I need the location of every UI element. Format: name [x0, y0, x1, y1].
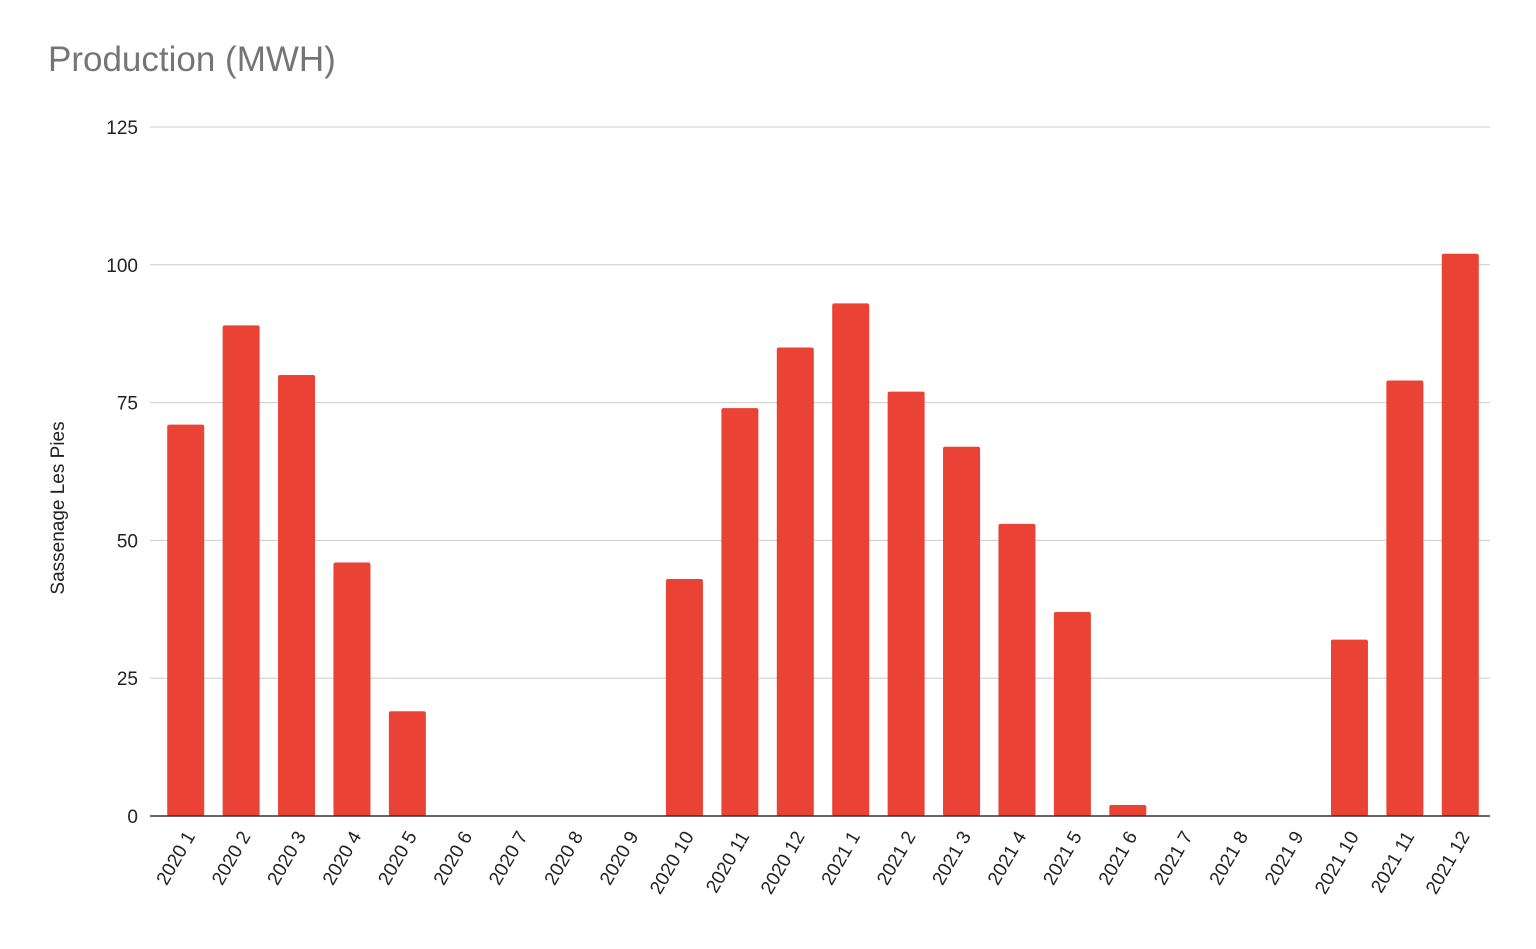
x-tick-label: 2020 6: [430, 828, 477, 889]
x-tick-label: 2020 3: [264, 828, 311, 889]
y-tick-label: 0: [127, 807, 138, 828]
x-tick-label: 2021 12: [1422, 828, 1475, 898]
x-tick-label: 2020 9: [596, 828, 643, 889]
x-tick-label: 2021 4: [984, 828, 1031, 889]
y-tick-label: 50: [117, 531, 138, 552]
bar: [887, 391, 925, 816]
x-tick-label: 2021 5: [1039, 828, 1086, 889]
x-tick-label: 2020 11: [702, 828, 754, 897]
x-tick-label: 2020 10: [646, 828, 699, 898]
x-tick-label: 2020 8: [541, 828, 588, 889]
bar: [998, 523, 1036, 816]
x-tick-label: 2021 10: [1311, 828, 1364, 898]
x-tick-label: 2021 6: [1095, 828, 1142, 889]
bar: [665, 578, 703, 816]
bar: [721, 408, 759, 816]
bar: [167, 424, 205, 816]
bar: [776, 347, 814, 816]
gridlines: [150, 126, 1490, 679]
x-tick-label: 2021 7: [1150, 828, 1197, 889]
x-tick-label: 2021 2: [873, 828, 920, 889]
y-axis-label: Sassenage Les Pies: [48, 421, 69, 594]
x-axis-ticks: 2020 1 2020 2 2020 3 2020 4 2020 5 2020 6 2020…: [153, 828, 1475, 898]
x-tick-label: 2020 7: [485, 828, 532, 889]
x-tick-label: 2020 4: [319, 828, 366, 889]
x-tick-label: 2021 9: [1261, 828, 1308, 889]
y-axis-ticks: 0 25 50 75 100 125: [106, 118, 138, 828]
x-tick-label: 2020 1: [153, 828, 200, 889]
bar: [388, 711, 426, 816]
bar: [1441, 253, 1479, 816]
bar: [943, 446, 981, 816]
y-tick-label: 100: [106, 256, 138, 277]
bar: [278, 375, 316, 816]
x-tick-label: 2020 12: [757, 828, 810, 898]
bar: [222, 325, 260, 816]
bar: [333, 562, 371, 816]
x-tick-label: 2021 11: [1367, 828, 1419, 897]
y-tick-label: 125: [106, 118, 138, 139]
bars: [167, 253, 1479, 816]
y-tick-label: 25: [117, 669, 138, 690]
bar: [1109, 804, 1147, 816]
x-tick-label: 2020 2: [208, 828, 255, 889]
bar: [1330, 639, 1368, 816]
x-tick-label: 2021 8: [1206, 828, 1253, 889]
x-tick-label: 2021 1: [818, 828, 865, 889]
y-tick-label: 75: [117, 394, 138, 415]
bar: [1386, 380, 1424, 816]
x-tick-label: 2021 3: [929, 828, 976, 889]
x-tick-label: 2020 5: [374, 828, 421, 889]
bar: [832, 303, 870, 816]
bar: [1053, 612, 1091, 816]
chart-title: Production (MWH): [48, 40, 336, 79]
